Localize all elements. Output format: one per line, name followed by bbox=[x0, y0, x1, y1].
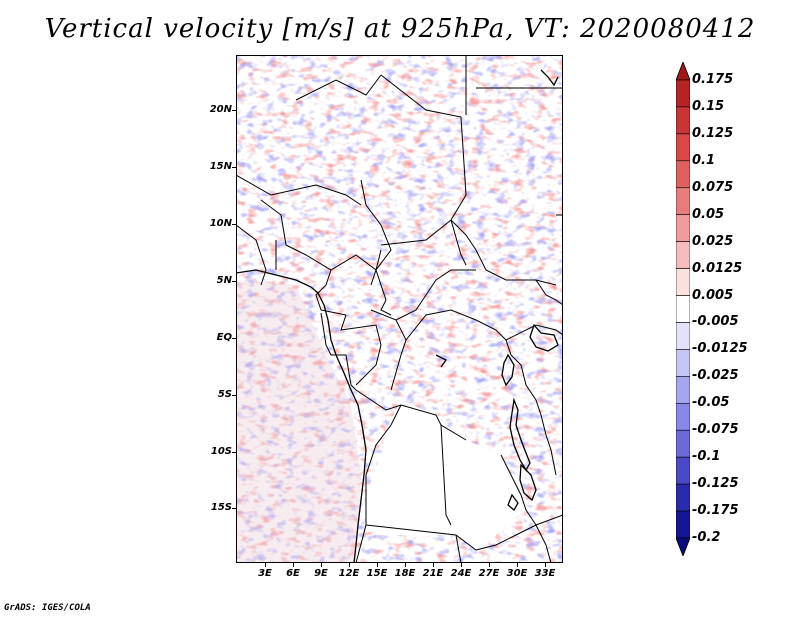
lon-label: 18E bbox=[394, 568, 416, 579]
colorbar-swatch bbox=[676, 133, 690, 162]
grads-credit: GrADS: IGES/COLA bbox=[4, 603, 91, 613]
colorbar-label: 0.075 bbox=[692, 179, 734, 195]
colorbar-label: 0.0125 bbox=[692, 260, 743, 276]
colorbar-label: -0.125 bbox=[692, 476, 739, 492]
lat-label: 10S bbox=[210, 446, 232, 457]
lon-label: 30E bbox=[506, 568, 528, 579]
lon-label: 6E bbox=[286, 568, 300, 579]
colorbar-label: 0.1 bbox=[692, 152, 716, 168]
colorbar-label: -0.075 bbox=[692, 422, 739, 438]
colorbar-label: -0.025 bbox=[692, 368, 739, 384]
colorbar-min-arrow bbox=[676, 537, 690, 556]
lat-label: 5N bbox=[216, 275, 232, 286]
colorbar-label: -0.175 bbox=[692, 503, 739, 519]
chart-title: Vertical velocity [m/s] at 925hPa, VT: 2… bbox=[44, 14, 756, 44]
lon-label: 15E bbox=[366, 568, 388, 579]
lat-label: 15S bbox=[210, 502, 232, 513]
lat-label: EQ bbox=[216, 332, 232, 343]
country-borders bbox=[236, 55, 563, 563]
colorbar-label: -0.005 bbox=[692, 314, 739, 330]
colorbar-swatch bbox=[676, 429, 690, 458]
lat-label: 10N bbox=[209, 218, 232, 229]
colorbar-label: 0.15 bbox=[692, 98, 725, 114]
lon-label: 24E bbox=[450, 568, 472, 579]
colorbar-swatch bbox=[676, 187, 690, 216]
colorbar-swatch bbox=[676, 268, 690, 296]
colorbar-label: 0.175 bbox=[692, 72, 734, 87]
lat-label: 5S bbox=[217, 389, 232, 400]
colorbar-swatch bbox=[676, 483, 690, 512]
lon-label: 3E bbox=[258, 568, 272, 579]
colorbar-label: 0.005 bbox=[692, 287, 734, 303]
velocity-map bbox=[236, 55, 563, 563]
lon-label: 33E bbox=[534, 568, 556, 579]
colorbar-swatch bbox=[676, 241, 690, 269]
colorbar-label: -0.05 bbox=[692, 395, 730, 411]
colorbar-swatch bbox=[676, 160, 690, 189]
colorbar-swatch bbox=[676, 402, 690, 431]
colorbar-label: 0.125 bbox=[692, 125, 734, 141]
lon-label: 12E bbox=[338, 568, 360, 579]
colorbar-label: -0.0125 bbox=[692, 341, 748, 357]
colorbar-swatch bbox=[676, 79, 690, 108]
colorbar-label: -0.2 bbox=[692, 530, 721, 545]
colorbar-label: 0.025 bbox=[692, 233, 734, 249]
colorbar-label: 0.05 bbox=[692, 206, 725, 222]
lat-label: 15N bbox=[209, 161, 232, 172]
colorbar-swatch bbox=[676, 106, 690, 135]
colorbar-swatch bbox=[676, 349, 690, 377]
colorbar-swatch bbox=[676, 456, 690, 485]
colorbar-swatch bbox=[676, 322, 690, 350]
lat-label: 20N bbox=[209, 104, 232, 115]
colorbar-max-arrow bbox=[676, 62, 690, 81]
colorbar bbox=[676, 62, 690, 556]
colorbar-swatch bbox=[676, 295, 690, 323]
lon-label: 21E bbox=[422, 568, 444, 579]
colorbar-swatch bbox=[676, 214, 690, 242]
colorbar-label: -0.1 bbox=[692, 449, 721, 465]
masked-plateau-region bbox=[366, 400, 526, 550]
lon-label: 9E bbox=[314, 568, 328, 579]
coastlines bbox=[236, 69, 559, 563]
colorbar-swatch bbox=[676, 510, 690, 539]
colorbar-swatch bbox=[676, 376, 690, 404]
lon-label: 27E bbox=[478, 568, 500, 579]
